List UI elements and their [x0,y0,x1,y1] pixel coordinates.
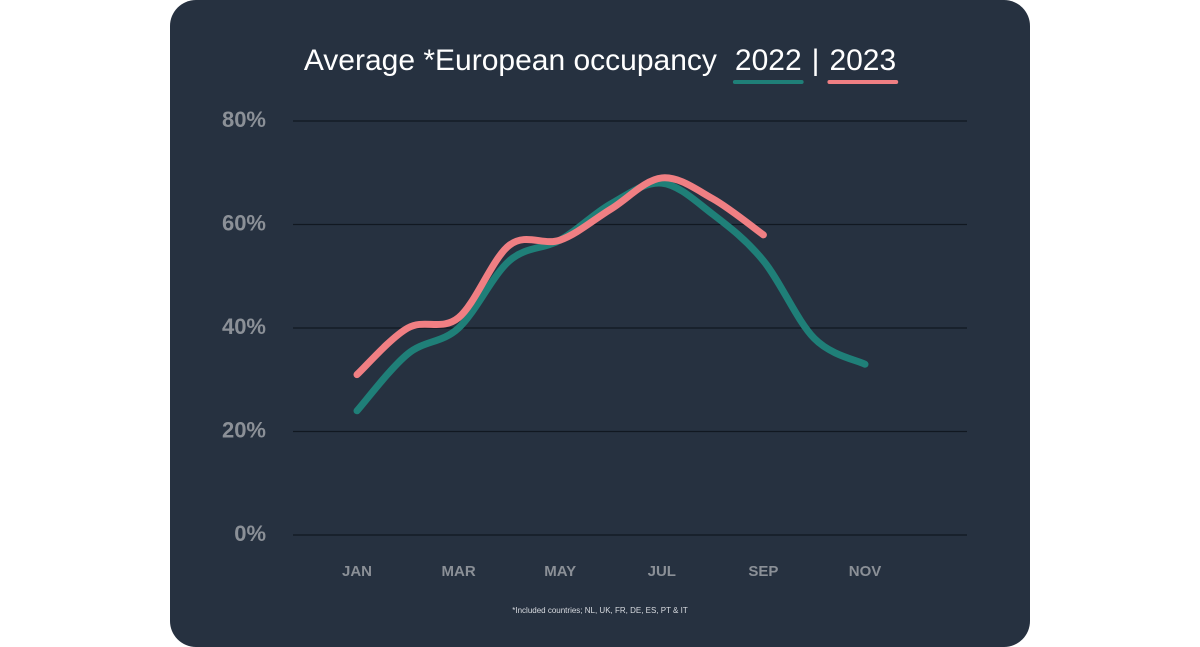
x-tick-label: MAR [442,563,476,580]
legend-label: 2023 [829,44,896,77]
x-tick-label: SEP [748,563,778,580]
x-tick-label: JUL [648,563,676,580]
y-tick-label: 80% [222,107,266,132]
y-tick-label: 60% [222,210,266,235]
x-tick-label: JAN [342,563,372,580]
line-series [353,174,767,379]
footnote: *Included countries; NL, UK, FR, DE, ES,… [512,606,688,615]
x-tick-label: MAY [544,563,576,580]
legend-separator: | [812,44,820,77]
card [170,0,1030,647]
line-series [353,179,869,415]
x-tick-label: NOV [849,563,882,580]
legend-label: 2022 [735,44,802,77]
y-tick-label: 0% [234,521,266,546]
chart-title: Average *European occupancy [304,44,717,77]
y-tick-label: 20% [222,417,266,442]
y-tick-label: 40% [222,314,266,339]
